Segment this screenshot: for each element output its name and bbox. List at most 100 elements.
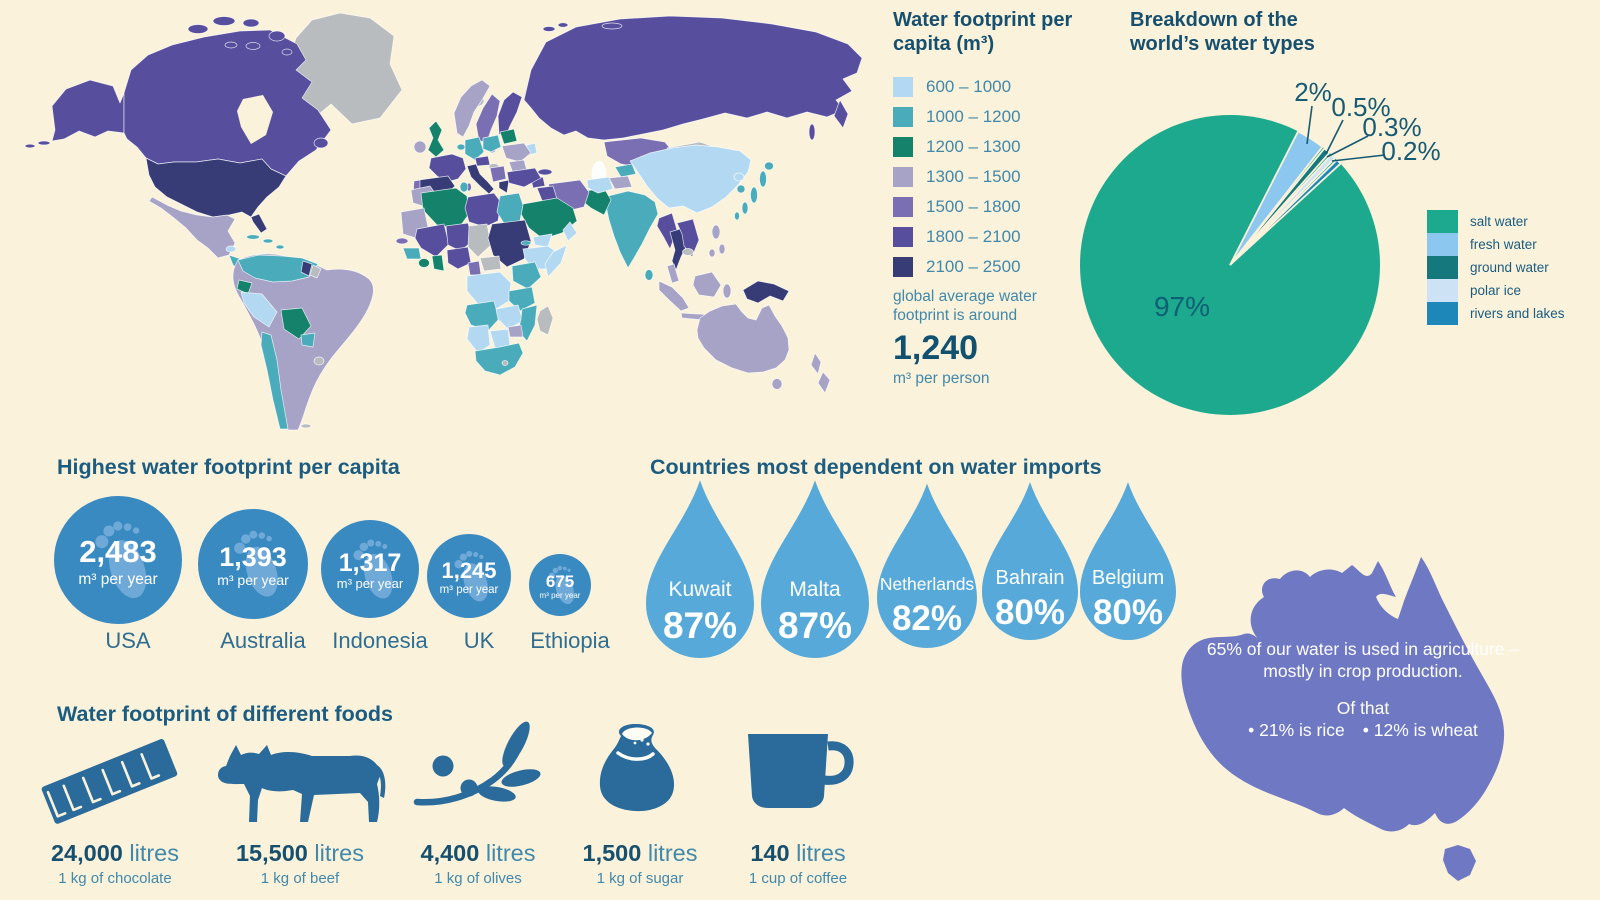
legend-range: 1000 – 1200 (926, 107, 1021, 126)
footprint-circle-ethiopia: 675 m³ per year (529, 554, 591, 616)
legend-swatch (893, 137, 913, 157)
sugar-sack-icon (599, 724, 675, 812)
water-drop-icon (877, 483, 977, 648)
drop-percent: 82% (892, 599, 962, 638)
map-south-america (232, 253, 374, 431)
footprint-value: 1,245 (441, 558, 496, 583)
pie-legend-swatch (1427, 302, 1458, 325)
water-drop-icon (1079, 482, 1177, 641)
pie-slice-fresh-water (1229, 130, 1324, 266)
footprint-circle-indonesia: 1,317 m³ per year (321, 520, 419, 618)
food-caption: 1 cup of coffee (748, 870, 848, 887)
legend-row: 1200 – 1300 (893, 137, 1103, 157)
pie-legend-label: fresh water (1470, 237, 1537, 252)
cow-icon (218, 745, 386, 822)
footprint-unit: m³ per year (78, 571, 157, 588)
pie-legend-label: salt water (1470, 214, 1528, 229)
legend-range: 1800 – 2100 (926, 227, 1021, 246)
pie-legend-swatch (1427, 233, 1458, 256)
drop-country: Bahrain (996, 567, 1065, 589)
food-value: 1,500 litres (582, 840, 698, 866)
pie-legend-row: fresh water (1427, 233, 1565, 256)
footprint-unit: m³ per year (540, 591, 581, 600)
water-types-pie-chart: 2% 0.5% 0.3% 0.2% 97% (1080, 77, 1441, 415)
drop-country: Malta (789, 578, 841, 601)
food-item-olives: 4,400 litres 1 kg of olives (390, 720, 566, 887)
country-label-usa: USA (105, 628, 151, 653)
footprint-circle-uk: 1,245 m³ per year (427, 534, 511, 618)
country-label-australia: Australia (220, 628, 306, 653)
pie-legend-swatch (1427, 256, 1458, 279)
world-map-choropleth (24, 12, 863, 431)
map-oceania (696, 280, 831, 394)
legend-row: 2100 – 2500 (893, 257, 1103, 277)
food-value: 24,000 litres (50, 840, 180, 866)
legend-swatch (893, 257, 913, 277)
footprint-circle-australia: 1,393 m³ per year (198, 509, 308, 619)
water-drop-icon (981, 482, 1079, 641)
food-item-sugar: 1,500 litres 1 kg of sugar (552, 720, 728, 887)
food-item-coffee: 140 litres 1 cup of coffee (710, 720, 886, 887)
australia-map (1181, 557, 1505, 881)
footprint-value: 675 (546, 572, 574, 591)
legend-row: 1800 – 2100 (893, 227, 1103, 247)
global-average-unit: m³ per person (893, 370, 990, 387)
legend-row: 1300 – 1500 (893, 167, 1103, 187)
global-average-note: global average water footprint is around (893, 288, 1037, 324)
australia-fact: 65% of our water is used in agriculture … (1206, 639, 1520, 681)
water-drop-kuwait: Kuwait 87% (646, 480, 754, 658)
footprint-circle-usa: 2,483 m³ per year (54, 496, 182, 624)
australia-bullet-wheat: • 12% is wheat (1362, 720, 1478, 740)
pie-legend-swatch (1427, 210, 1458, 233)
legend-swatch (893, 167, 913, 187)
food-item-beef: 15,500 litres 1 kg of beef (212, 720, 388, 887)
legend-swatch (893, 77, 913, 97)
australia-callout: 65% of our water is used in agriculture … (1198, 638, 1528, 741)
foods-heading: Water footprint of different foods (57, 702, 393, 726)
pie-legend-label: polar ice (1470, 283, 1522, 298)
footprint-icon (454, 550, 488, 602)
pie-legend-row: polar ice (1427, 279, 1565, 302)
water-drop-netherlands: Netherlands 82% (877, 483, 977, 648)
pie-label-fresh-water: 2% (1294, 77, 1332, 107)
food-caption: 1 kg of beef (260, 870, 340, 887)
drop-percent: 87% (663, 605, 737, 646)
legend-row: 1000 – 1200 (893, 107, 1103, 127)
footprint-unit: m³ per year (337, 576, 404, 591)
food-value: 140 litres (750, 840, 846, 866)
footprint-icon (548, 565, 575, 605)
footprint-value: 1,317 (339, 549, 402, 577)
legend-range: 600 – 1000 (926, 77, 1012, 96)
legend-row: 1500 – 1800 (893, 197, 1103, 217)
water-drop-belgium: Belgium 80% (1079, 482, 1177, 641)
drop-percent: 80% (995, 593, 1065, 632)
footprints-heading: Highest water footprint per capita (57, 455, 400, 479)
footprint-icon (95, 521, 147, 599)
legend-range: 1200 – 1300 (926, 137, 1021, 156)
country-label-ethiopia: Ethiopia (530, 628, 610, 653)
water-drop-icon (761, 480, 869, 658)
footprint-value: 1,393 (219, 542, 287, 572)
legend-range: 1300 – 1500 (926, 167, 1021, 186)
footprint-unit: m³ per year (440, 584, 499, 596)
country-label-uk: UK (463, 628, 495, 653)
pie-label-polar-ice: 0.3% (1362, 112, 1421, 142)
olive-branch-icon (413, 721, 541, 806)
drop-percent: 80% (1093, 593, 1163, 632)
food-value: 4,400 litres (420, 840, 536, 866)
legend-range: 2100 – 2500 (926, 257, 1021, 276)
legend-swatch (893, 107, 913, 127)
australia-bullet-rice: • 21% is rice (1248, 720, 1345, 740)
chocolate-bar-icon (41, 739, 178, 824)
coffee-mug-icon (748, 734, 854, 808)
drop-percent: 87% (778, 605, 852, 646)
food-caption: 1 kg of sugar (596, 870, 684, 887)
map-north-america (24, 12, 581, 282)
food-caption: 1 kg of olives (434, 870, 522, 887)
water-drop-icon (646, 480, 754, 658)
pie-legend-row: ground water (1427, 256, 1565, 279)
imports-heading: Countries most dependent on water import… (650, 455, 1102, 479)
pie-leader-lines (1306, 105, 1386, 162)
footprint-value: 2,483 (79, 534, 157, 569)
